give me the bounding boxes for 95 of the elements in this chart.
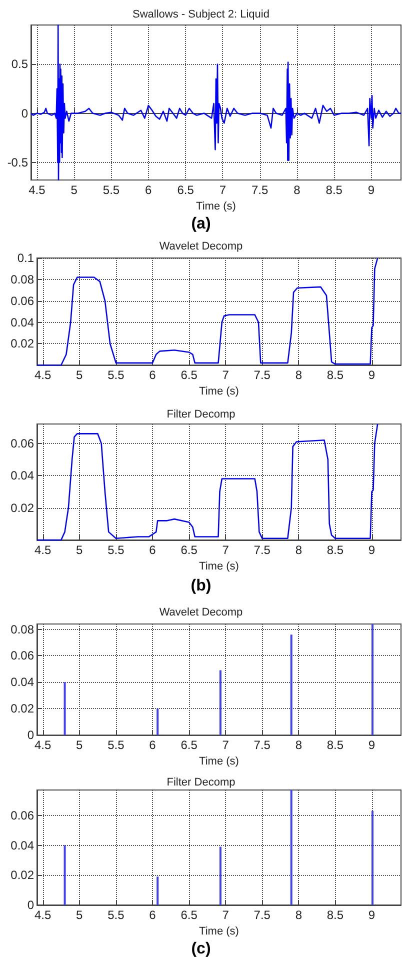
chart-title: Wavelet Decomp bbox=[159, 606, 243, 618]
x-tick-label: 7.5 bbox=[254, 908, 271, 922]
y-tick-label: 0.06 bbox=[10, 648, 34, 663]
text: (b) bbox=[190, 578, 212, 594]
x-tick-label: 6 bbox=[149, 543, 156, 557]
x-tick-label: 6.5 bbox=[180, 543, 198, 557]
y-tick-label: -0.5 bbox=[7, 155, 28, 170]
chart-title: Filter Decomp bbox=[166, 776, 236, 788]
bar bbox=[290, 790, 292, 905]
x-tick-label: 5.5 bbox=[102, 183, 120, 197]
x-tick-label: 8 bbox=[295, 368, 302, 382]
x-tick-label: 6 bbox=[145, 183, 152, 197]
bar bbox=[156, 708, 159, 736]
y-tick-label: 0.06 bbox=[10, 294, 34, 308]
x-tick-label: 8 bbox=[295, 543, 302, 557]
x-tick-label: 7 bbox=[222, 908, 230, 922]
x-tick-label: 8 bbox=[295, 738, 302, 752]
x-tick-label: 6.5 bbox=[180, 368, 198, 382]
x-tick-label: 6.5 bbox=[177, 183, 194, 197]
x-tick-label: 5.5 bbox=[108, 368, 125, 382]
x-tick-label: 4.5 bbox=[34, 368, 52, 382]
y-tick-label: 0.04 bbox=[10, 675, 34, 690]
x-tick-label: 4.5 bbox=[34, 738, 52, 752]
x-tick-label: 7.5 bbox=[251, 183, 268, 197]
x-tick-label: 5.5 bbox=[108, 543, 125, 557]
bar bbox=[290, 634, 292, 736]
y-tick-label: 0.1 bbox=[17, 251, 34, 265]
x-tick-label: 5.5 bbox=[108, 908, 125, 922]
x-tick-label: 4.5 bbox=[34, 543, 52, 557]
x-tick-label: 6.5 bbox=[180, 738, 198, 752]
y-tick-label: 0.04 bbox=[10, 838, 34, 852]
x-axis-title: Time (s) bbox=[199, 925, 239, 938]
chart-title: Wavelet Decomp bbox=[159, 240, 243, 252]
x-tick-label: 7.5 bbox=[254, 543, 271, 557]
chart-title: Filter Decomp bbox=[166, 408, 236, 420]
bar bbox=[64, 682, 66, 736]
x-axis-title: Time (s) bbox=[199, 386, 239, 398]
x-tick-label: 5 bbox=[76, 368, 84, 382]
x-tick-label: 4.5 bbox=[28, 183, 46, 197]
x-tick-label: 5 bbox=[70, 183, 78, 197]
y-tick-label: 0.5 bbox=[11, 57, 28, 72]
y-tick-label: 0 bbox=[21, 106, 28, 120]
y-tick-label: 0 bbox=[27, 898, 34, 912]
x-tick-label: 8.5 bbox=[326, 183, 343, 197]
y-tick-label: 0.06 bbox=[10, 808, 34, 822]
x-tick-label: 9 bbox=[368, 738, 376, 752]
text: (a) bbox=[191, 216, 211, 232]
x-tick-label: 8 bbox=[295, 908, 302, 922]
y-tick-label: 0.02 bbox=[10, 500, 34, 515]
y-tick-label: 0.02 bbox=[10, 702, 34, 716]
y-tick-label: 0.06 bbox=[10, 436, 34, 450]
x-tick-label: 6 bbox=[149, 908, 156, 922]
y-tick-label: 0.02 bbox=[10, 868, 34, 882]
line-series bbox=[36, 257, 378, 366]
x-axis-title: Time (s) bbox=[196, 200, 236, 212]
line-series bbox=[30, 24, 402, 181]
y-tick-label: 0.02 bbox=[10, 336, 34, 351]
x-tick-label: 7 bbox=[219, 183, 226, 197]
x-tick-label: 9 bbox=[368, 908, 376, 922]
x-tick-label: 7.5 bbox=[254, 368, 271, 382]
x-tick-label: 7 bbox=[222, 543, 230, 557]
bar bbox=[64, 845, 66, 905]
x-tick-label: 5 bbox=[76, 543, 84, 557]
y-tick-label: 0.04 bbox=[10, 468, 34, 483]
x-tick-label: 9 bbox=[368, 543, 376, 557]
x-tick-label: 9 bbox=[368, 183, 375, 197]
x-tick-label: 8.5 bbox=[326, 368, 344, 382]
x-tick-label: 5 bbox=[76, 908, 84, 922]
line-series bbox=[36, 423, 378, 541]
y-tick-label: 0 bbox=[27, 728, 34, 742]
x-tick-label: 7 bbox=[222, 368, 230, 382]
x-tick-label: 6 bbox=[149, 368, 156, 382]
x-tick-label: 9 bbox=[368, 368, 376, 382]
y-tick-label: 0.08 bbox=[10, 622, 34, 636]
x-tick-label: 6.5 bbox=[180, 908, 198, 922]
x-tick-label: 5 bbox=[76, 738, 84, 752]
x-tick-label: 8.5 bbox=[326, 543, 344, 557]
bar bbox=[219, 846, 222, 905]
x-tick-label: 8.5 bbox=[326, 908, 344, 922]
y-tick-label: 0.08 bbox=[10, 272, 34, 286]
y-tick-label: 0.04 bbox=[10, 315, 34, 330]
x-tick-label: 4.5 bbox=[34, 908, 52, 922]
x-axis-title: Time (s) bbox=[199, 756, 239, 768]
x-tick-label: 7 bbox=[222, 738, 230, 752]
bar bbox=[371, 810, 374, 905]
text: (c) bbox=[191, 940, 211, 957]
x-tick-label: 5.5 bbox=[108, 738, 125, 752]
x-tick-label: 6 bbox=[149, 738, 156, 752]
x-tick-label: 8.5 bbox=[326, 738, 344, 752]
x-tick-label: 7.5 bbox=[254, 738, 271, 752]
bar bbox=[156, 876, 159, 905]
bar bbox=[219, 670, 222, 736]
chart-title: Swallows - Subject 2: Liquid bbox=[132, 8, 270, 20]
x-tick-label: 8 bbox=[294, 183, 301, 197]
x-axis-title: Time (s) bbox=[199, 560, 239, 572]
